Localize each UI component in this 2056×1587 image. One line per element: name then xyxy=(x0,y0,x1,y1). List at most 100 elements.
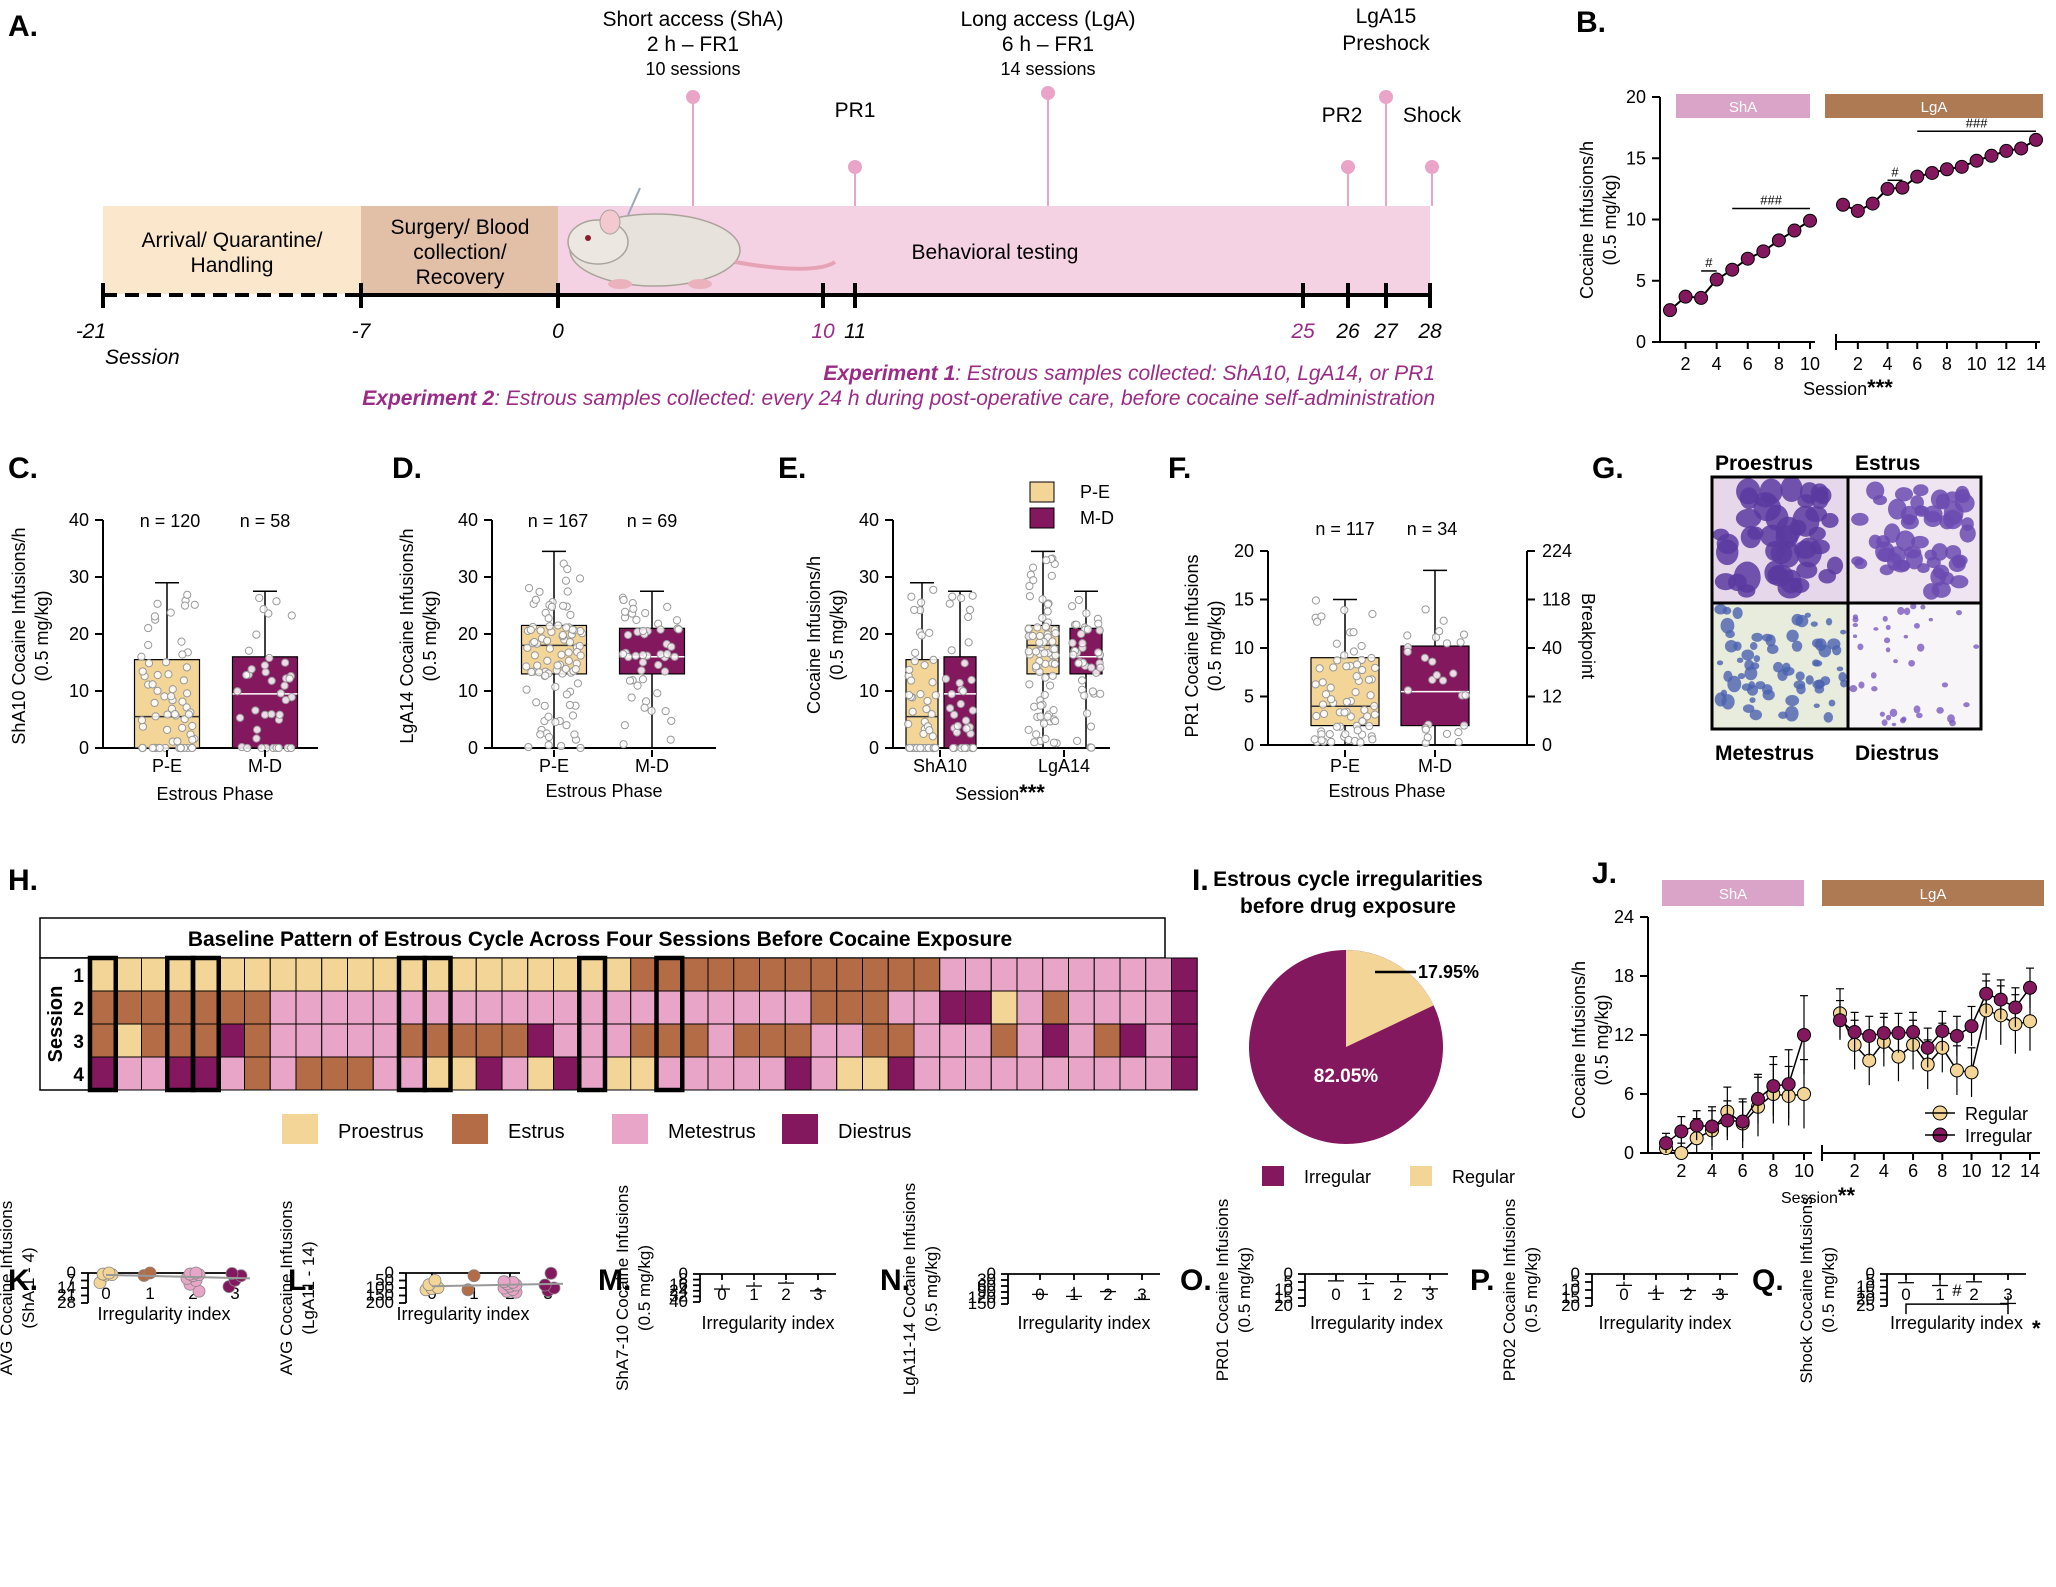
h-cell xyxy=(836,990,863,1025)
l-point xyxy=(461,1283,475,1297)
g-cell xyxy=(1851,556,1864,566)
h-cell xyxy=(424,957,451,992)
j-xlabel: Session** xyxy=(1781,1183,1855,1208)
g-cell xyxy=(1913,705,1921,714)
g-cell xyxy=(1852,634,1858,639)
f-datapoint xyxy=(1349,628,1358,637)
exp2-lead: Experiment 2 xyxy=(362,387,494,410)
panel-n-label: N. xyxy=(880,1264,910,1297)
h-cell xyxy=(501,990,529,1025)
h-cell xyxy=(501,1023,529,1058)
h-cell xyxy=(604,957,632,992)
d-datapoint xyxy=(638,658,648,667)
h-cell xyxy=(681,1056,709,1091)
o-ytick-label: 15 xyxy=(1274,1288,1293,1307)
e-datapoint xyxy=(1036,712,1045,721)
e-ytick-label: 10 xyxy=(859,681,879,701)
c-datapoint xyxy=(166,608,175,617)
f-ytick-label: 10 xyxy=(1234,638,1254,658)
g-cell xyxy=(1897,606,1905,615)
d-datapoint xyxy=(551,682,560,691)
h-cell xyxy=(1016,957,1044,992)
j-point xyxy=(1920,1040,1935,1055)
h-cell xyxy=(450,1056,477,1091)
g-cell xyxy=(1873,495,1888,506)
g-cell xyxy=(1858,681,1865,689)
f-datapoint xyxy=(1340,605,1349,615)
c-datapoint xyxy=(163,710,172,719)
j-point xyxy=(1862,1053,1877,1068)
h-cell xyxy=(553,1023,580,1058)
i-pie-chart xyxy=(1249,950,1443,1144)
d-plot-area: 0 10 20 30 40 P-E M-D xyxy=(458,510,716,776)
f-xlabel: Estrous Phase xyxy=(1328,781,1445,801)
h-cell xyxy=(1068,1056,1095,1091)
h-cell xyxy=(733,957,760,992)
h-cell xyxy=(913,1023,941,1058)
g-cell xyxy=(1857,643,1864,651)
g-cell xyxy=(1804,612,1811,618)
f-datapoint xyxy=(1311,680,1320,689)
h-cell xyxy=(269,957,297,992)
g-cell xyxy=(1924,549,1938,561)
e-datapoint xyxy=(1047,571,1056,580)
timeline-ticks: -21 -7 0 10 11 25 26 27 28 xyxy=(76,283,1442,343)
e-datapoint xyxy=(1043,712,1052,721)
d-datapoint xyxy=(660,667,670,676)
c-datapoint xyxy=(155,743,164,753)
c-datapoint xyxy=(138,743,147,753)
h-cell xyxy=(321,1056,348,1091)
h-cell xyxy=(89,1023,117,1058)
timeline-event-pins xyxy=(686,86,1439,206)
j-ytick-label: 18 xyxy=(1614,966,1634,986)
h-cell xyxy=(965,990,992,1025)
panel-i-label: I. xyxy=(1192,864,1209,897)
timeline-tick-label: 10 xyxy=(811,320,835,343)
q-xtick-label: 2 xyxy=(1969,1285,1978,1304)
g-cell xyxy=(1871,686,1878,692)
h-cell xyxy=(707,1056,735,1091)
h-cell xyxy=(784,957,812,992)
j-band-lga-label: LgA xyxy=(1920,886,1947,903)
panel-p-label: P. xyxy=(1470,1264,1494,1297)
c-datapoint xyxy=(252,630,261,639)
b-band-lga xyxy=(1825,94,2043,118)
n-ytick-label: 90 xyxy=(977,1282,996,1301)
exp2-text: : Estrous samples collected: every 24 h … xyxy=(494,387,1435,410)
k-ytick-label: 21 xyxy=(57,1286,76,1305)
k-ytick-label: 14 xyxy=(57,1278,76,1297)
e-datapoint xyxy=(1041,734,1050,743)
f-datapoint xyxy=(1403,647,1412,656)
e-datapoint xyxy=(1029,576,1038,585)
g-cell xyxy=(1826,556,1844,575)
n-ytick-label: 0 xyxy=(987,1264,996,1283)
e-datapoint xyxy=(917,631,926,640)
h-cell xyxy=(347,990,374,1025)
timeline-tick-label: 25 xyxy=(1290,320,1315,343)
h-cell xyxy=(527,1056,554,1091)
h-cell xyxy=(1145,1056,1172,1091)
panel-k-label: K. xyxy=(8,1264,38,1297)
d-xtick-label: P-E xyxy=(539,756,569,776)
h-highlight-box xyxy=(422,955,453,1093)
h-cell xyxy=(1145,1023,1172,1058)
l-point xyxy=(467,1269,481,1283)
p-xlabel: Irregularity index xyxy=(1598,1313,1731,1333)
g-cell xyxy=(1915,712,1923,719)
g-cell xyxy=(1805,675,1814,685)
d-datapoint xyxy=(618,649,628,659)
h-cell xyxy=(295,990,323,1025)
h-highlight-box xyxy=(654,955,685,1093)
f-datapoint xyxy=(1364,675,1374,684)
b-xtick-label: 8 xyxy=(1942,354,1952,374)
g-cell xyxy=(1947,714,1955,723)
stage-surgery-line2: collection/ xyxy=(413,241,507,264)
c-datapoint xyxy=(184,710,194,719)
f-datapoint xyxy=(1358,665,1367,675)
panel-a: A. Arrival/ Quarantine/ Handling Surgery… xyxy=(8,5,1462,410)
h-cell xyxy=(759,990,786,1025)
c-n2: n = 58 xyxy=(240,511,291,531)
h-cell xyxy=(1042,990,1069,1025)
